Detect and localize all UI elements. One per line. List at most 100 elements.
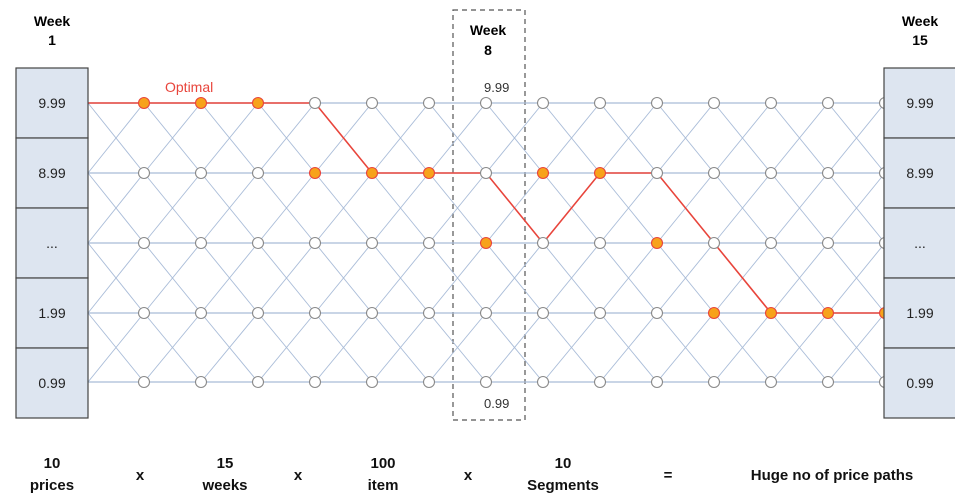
optimal-node [251, 96, 265, 110]
price-node [251, 375, 265, 389]
lattice-diagonal-line [200, 242, 259, 314]
optimal-node [194, 96, 208, 110]
lattice-diagonal-line [314, 312, 373, 383]
price-column-week-15: 9.99 8.99... 1.99 0.99 [883, 67, 955, 419]
lattice-diagonal-line [314, 172, 373, 244]
price-node [764, 166, 778, 180]
price-node [479, 306, 493, 320]
optimal-node [707, 306, 721, 320]
price-node [308, 236, 322, 250]
price-node [308, 96, 322, 110]
lattice-diagonal-line [827, 242, 886, 314]
lattice-diagonal-line [257, 172, 316, 244]
price-node [194, 306, 208, 320]
week-header-right: Week 15 [902, 13, 939, 48]
week-15-price-box [883, 67, 955, 139]
week-header-right-line2: 15 [912, 32, 928, 48]
lattice-diagonal-line [770, 102, 829, 174]
price-node [194, 375, 208, 389]
price-node [536, 236, 550, 250]
price-node [422, 306, 436, 320]
lattice-diagonal-line [656, 102, 715, 174]
price-node [650, 375, 664, 389]
lattice-diagonal-line [371, 312, 430, 383]
price-node [707, 375, 721, 389]
lattice-diagonal-line [485, 102, 544, 174]
price-node [365, 96, 379, 110]
lattice-diagonal-line [143, 242, 202, 314]
lattice-diagonal-line [599, 172, 658, 244]
optimal-node [536, 166, 550, 180]
lattice-diagonal-line [713, 312, 772, 383]
week-header-middle: Week 8 [470, 22, 507, 58]
week-1-price-box [15, 277, 89, 349]
lattice-diagonal-line [371, 172, 430, 244]
lattice-diagonal-line [143, 172, 202, 244]
lattice-diagonal-line [599, 312, 658, 383]
bottom-formula: 10 prices x 15 weeks x 100 item x 10 Seg… [30, 455, 913, 494]
price-node [593, 306, 607, 320]
week-8-highlight-box [452, 9, 526, 421]
lattice-diagonal-line [257, 242, 316, 314]
week-header-left: Week 1 [34, 13, 71, 48]
price-node [308, 306, 322, 320]
week-15-price-label: 1.99 [906, 305, 933, 321]
lattice-diagonal-line [827, 102, 886, 174]
lattice-diagonal-line [200, 312, 259, 383]
lattice-diagonal-line [770, 172, 829, 244]
optimal-node [821, 306, 835, 320]
formula-operator-1: x [136, 467, 145, 484]
price-node [137, 166, 151, 180]
price-node [593, 236, 607, 250]
week-header-middle-line2: 8 [484, 42, 492, 58]
price-node [479, 375, 493, 389]
week-header-middle-line1: Week [470, 22, 507, 38]
week-1-price-label: ... [46, 235, 58, 251]
lattice-diagonal-line [87, 172, 145, 244]
price-node [422, 96, 436, 110]
week-15-price-label: 0.99 [906, 375, 933, 391]
optimal-node [593, 166, 607, 180]
formula-term-prices-value: 10 [44, 455, 61, 472]
formula-term-item-value: 100 [370, 455, 395, 472]
lattice-diagonal-line [599, 242, 658, 314]
price-node [137, 236, 151, 250]
price-node [821, 236, 835, 250]
price-node [593, 96, 607, 110]
price-node [764, 375, 778, 389]
price-node [536, 96, 550, 110]
week-1-price-label: 0.99 [38, 375, 65, 391]
lattice-diagonal-line [542, 242, 601, 314]
optimal-node [422, 166, 436, 180]
lattice-diagonal-line [770, 242, 829, 314]
price-node [308, 375, 322, 389]
lattice-diagonal-line [428, 242, 487, 314]
price-node [194, 166, 208, 180]
price-node [251, 166, 265, 180]
lattice-diagonal-line [827, 312, 886, 383]
price-node [764, 236, 778, 250]
lattice-diagonal-line [485, 242, 544, 314]
lattice-diagonal-line [542, 102, 601, 174]
lattice-diagonal-line [713, 172, 772, 244]
lattice-diagonal-line [87, 102, 145, 174]
formula-term-segments-unit: Segments [527, 477, 599, 494]
price-node [365, 306, 379, 320]
price-node [365, 236, 379, 250]
price-node [251, 236, 265, 250]
price-node [707, 166, 721, 180]
price-node [707, 96, 721, 110]
formula-result: Huge no of price paths [751, 467, 914, 484]
formula-term-prices-unit: prices [30, 477, 74, 494]
lattice-diagonal-line [770, 312, 829, 383]
price-node [137, 306, 151, 320]
optimal-path-line [88, 102, 892, 314]
optimal-node [764, 306, 778, 320]
price-node [821, 375, 835, 389]
price-node [479, 166, 493, 180]
lattice-diagonal-line [200, 172, 259, 244]
week-15-price-label: 9.99 [906, 95, 933, 111]
lattice-diagonal-line [599, 102, 658, 174]
price-node [137, 375, 151, 389]
